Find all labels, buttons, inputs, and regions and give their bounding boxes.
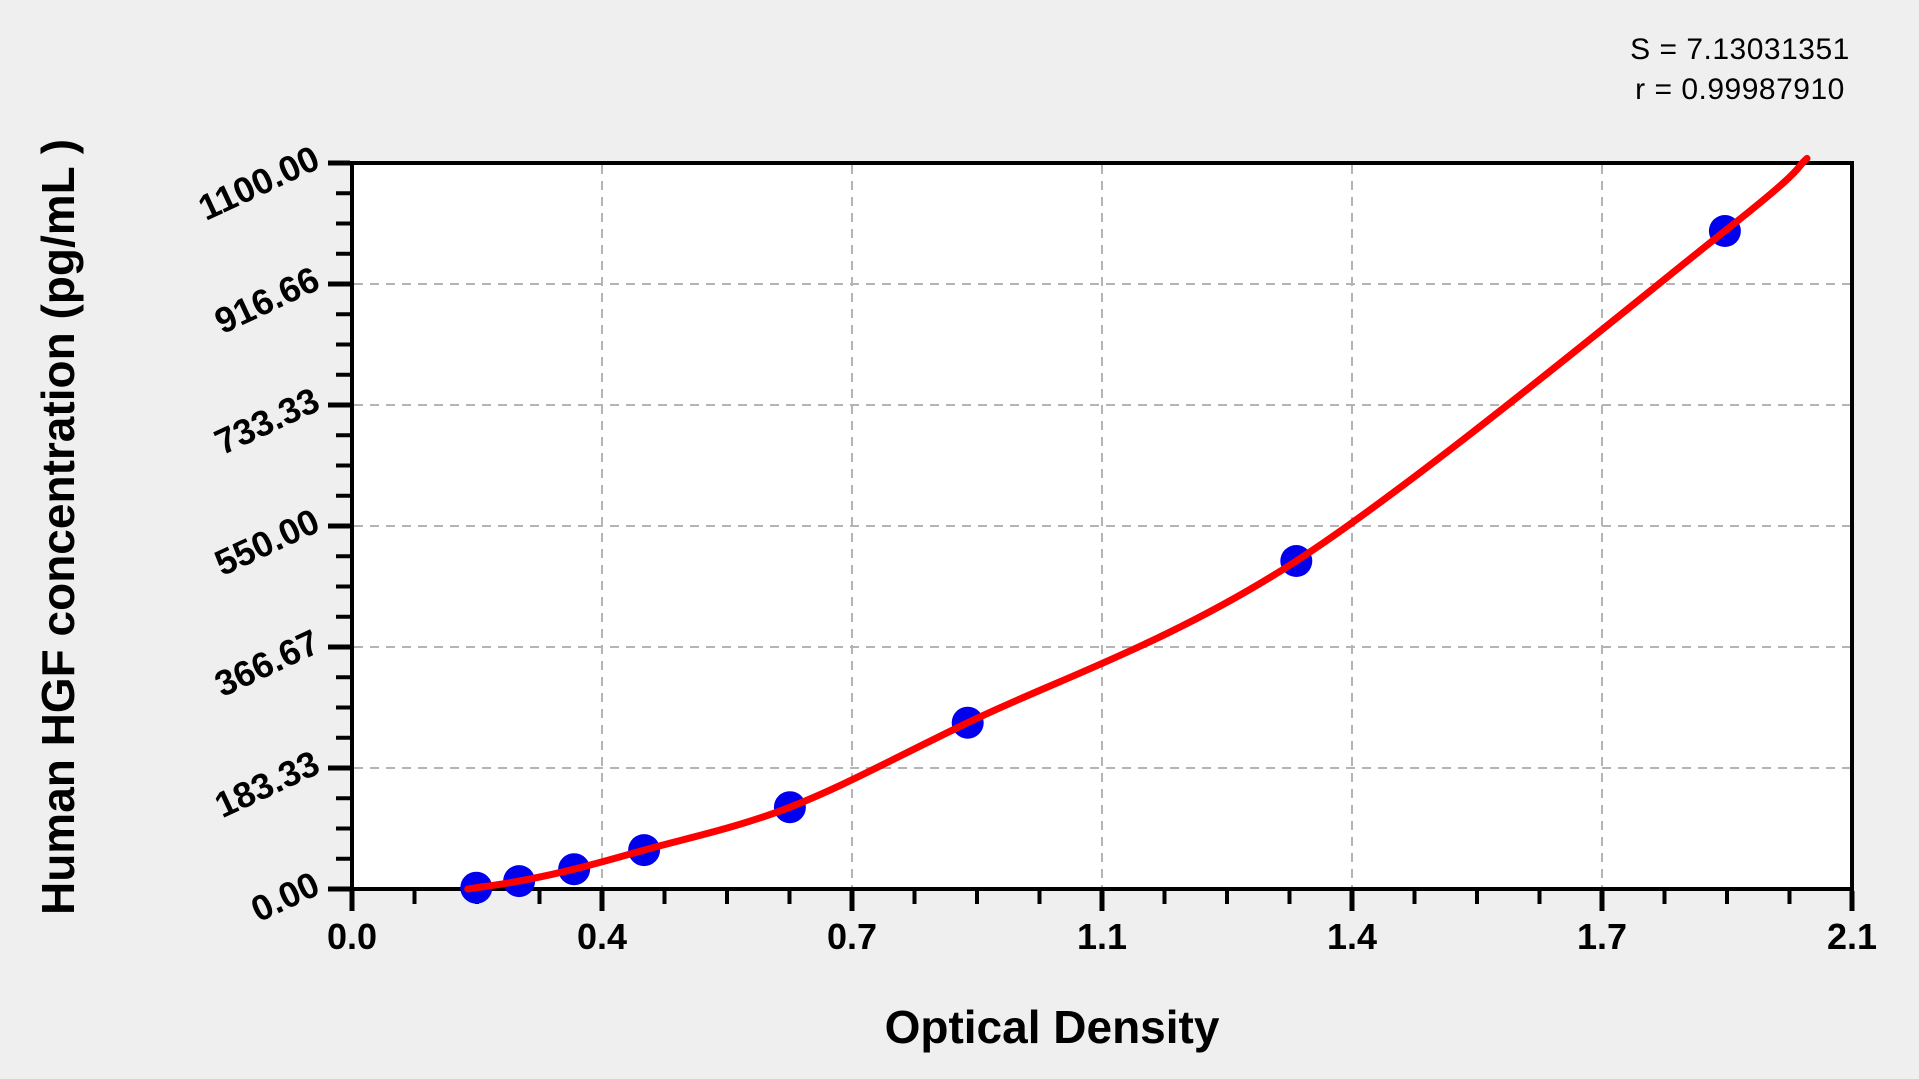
y-tick-label: 1100.00	[192, 137, 325, 228]
x-tick-label: 1.1	[1077, 916, 1127, 957]
fit-statistics: S = 7.13031351 r = 0.99987910	[1585, 30, 1895, 110]
y-tick-label: 916.66	[208, 258, 325, 342]
x-tick-label: 0.4	[577, 916, 627, 957]
y-tick-label: 733.33	[208, 379, 325, 463]
x-tick-label: 1.4	[1327, 916, 1377, 957]
stats-s-value: S = 7.13031351	[1630, 33, 1850, 66]
y-tick-label: 366.67	[208, 621, 325, 705]
x-tick-label: 2.1	[1827, 916, 1877, 957]
stats-r-value: r = 0.99987910	[1635, 73, 1845, 106]
y-axis-title: Human HGF concentration (pg/mL )	[32, 138, 84, 916]
y-tick-label: 0.00	[245, 863, 326, 930]
y-tick-label: 183.33	[208, 742, 325, 826]
fit-curve	[464, 154, 1811, 893]
x-tick-label: 0.0	[327, 916, 377, 957]
plot-border	[350, 161, 1854, 891]
x-tick-label: 1.7	[1577, 916, 1627, 957]
x-axis-title: Optical Density	[884, 1001, 1220, 1053]
y-tick-label: 550.00	[208, 500, 325, 584]
x-tick-label: 0.7	[827, 916, 877, 957]
